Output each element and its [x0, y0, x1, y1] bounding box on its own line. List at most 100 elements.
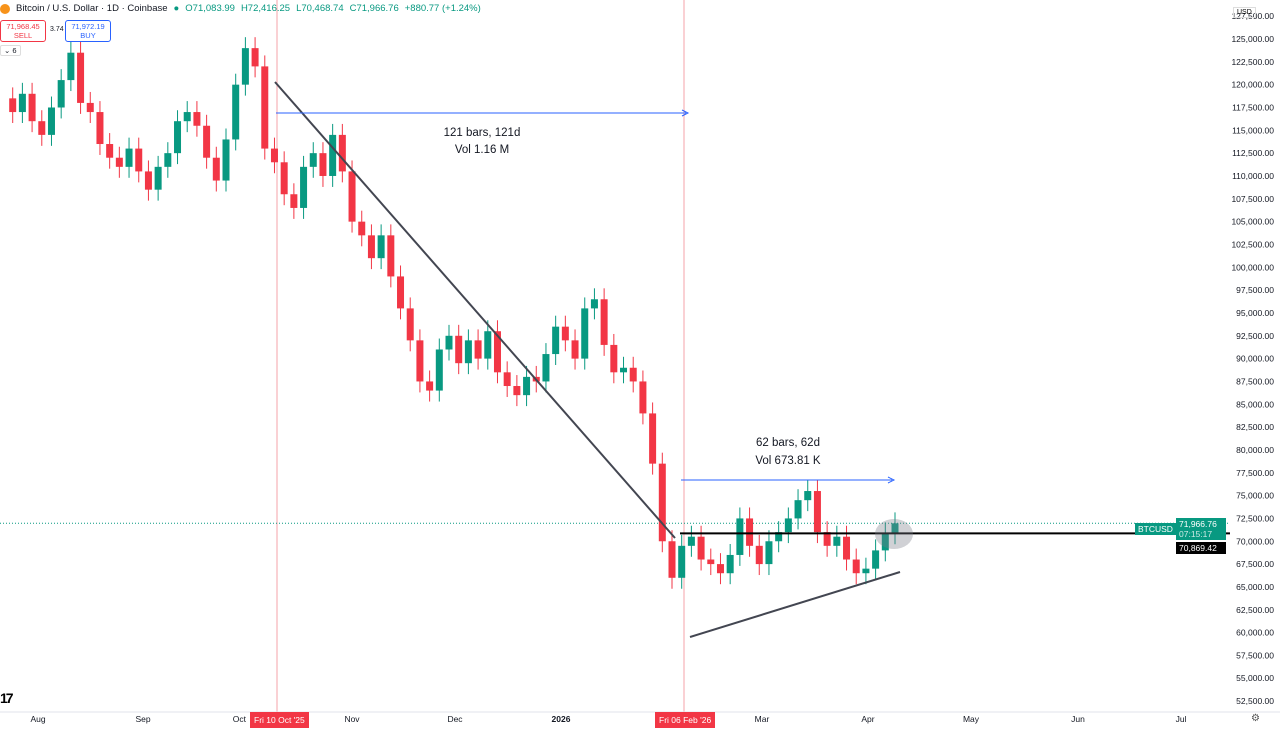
candle-body: [18, 93, 26, 113]
candle-body: [144, 171, 152, 190]
candle-body: [629, 367, 637, 382]
candle-body: [96, 112, 104, 145]
symbol-price-tag: BTCUSD: [1135, 523, 1176, 535]
level-price-tag: 70,869.42: [1176, 542, 1226, 554]
candle-body: [833, 536, 841, 546]
price-tick-label: 52,500.00: [1236, 696, 1274, 706]
candle-body: [474, 340, 482, 359]
candle-body: [513, 386, 521, 396]
time-tick-label: Oct: [233, 714, 247, 724]
indicators-count: 6: [12, 46, 17, 55]
time-tick-label: Mar: [755, 714, 770, 724]
candle-body: [707, 559, 715, 565]
price-tick-label: 72,500.00: [1236, 513, 1274, 523]
currency-selector[interactable]: USD: [1233, 7, 1256, 18]
candle-body: [280, 162, 288, 195]
candle-body: [241, 48, 249, 85]
candle-body: [154, 166, 162, 190]
time-tick-label: Sep: [135, 714, 150, 724]
time-tick-label: Jul: [1176, 714, 1187, 724]
candle-body: [9, 98, 17, 113]
support-trend-line[interactable]: [689, 571, 901, 638]
candle-body: [620, 367, 628, 373]
price-tick-label: 102,500.00: [1231, 239, 1274, 249]
candle-body: [881, 533, 889, 551]
measure-2[interactable]: 62 bars, 62d Vol 673.81 K: [681, 437, 896, 484]
price-axis[interactable]: 127,500.00 125,000.00 122,500.00 120,000.00…: [1231, 11, 1274, 706]
candle-body: [590, 299, 598, 309]
candle-body: [862, 568, 870, 574]
candle-body: [813, 491, 821, 533]
candle-body: [852, 559, 860, 574]
measure-bars-label: 62 bars, 62d: [756, 437, 820, 449]
candle-body: [367, 235, 375, 259]
candle-body: [658, 463, 666, 542]
candle-body: [552, 326, 560, 355]
sell-button[interactable]: 71,968.45 SELL: [0, 20, 46, 42]
time-tick-label: Jun: [1071, 714, 1085, 724]
candle-body: [338, 134, 346, 172]
candle-body: [426, 381, 434, 391]
sell-price: 71,968.45: [6, 22, 40, 31]
bitcoin-logo-icon: [0, 3, 10, 14]
price-tick-label: 85,000.00: [1236, 399, 1274, 409]
open-value: O71,083.99: [185, 3, 235, 14]
candle-body: [794, 500, 802, 519]
candle-body: [445, 335, 453, 350]
price-tick-label: 97,500.00: [1236, 285, 1274, 295]
price-tick-label: 105,000.00: [1231, 217, 1274, 227]
time-tick-label: Aug: [30, 714, 45, 724]
sell-label: SELL: [13, 31, 33, 40]
price-tick-label: 95,000.00: [1236, 308, 1274, 318]
buy-label: BUY: [80, 31, 96, 40]
candle-body: [736, 518, 744, 555]
candle-body: [319, 153, 327, 176]
candle-body: [125, 148, 133, 167]
time-axis[interactable]: Aug Sep Oct Nov Dec 2026 Mar Apr May Jun Jul: [30, 714, 1186, 724]
time-tick-label: Dec: [447, 714, 463, 724]
candle-body: [600, 299, 608, 345]
candle-body: [329, 134, 337, 176]
candle-body: [115, 157, 123, 167]
candle-body: [406, 308, 414, 341]
measure-1[interactable]: 121 bars, 121d Vol 1.16 M: [276, 109, 690, 156]
price-tick-label: 77,500.00: [1236, 468, 1274, 478]
candle-body: [435, 349, 443, 391]
price-tick-label: 57,500.00: [1236, 650, 1274, 660]
tradingview-logo-icon: 17: [0, 690, 14, 706]
candle-body: [397, 276, 405, 309]
buy-button[interactable]: 71,972.19 BUY: [65, 20, 111, 42]
price-tick-label: 67,500.00: [1236, 559, 1274, 569]
start-date-tag: Fri 10 Oct '25: [250, 712, 309, 728]
symbol-title[interactable]: Bitcoin / U.S. Dollar · 1D · Coinbase: [16, 3, 168, 14]
candle-body: [47, 107, 55, 135]
candle-body: [377, 235, 385, 259]
chart-header: Bitcoin / U.S. Dollar · 1D · Coinbase ● …: [0, 3, 481, 14]
candle-body: [232, 84, 240, 140]
price-tick-label: 117,500.00: [1232, 102, 1274, 112]
last-price: 71,966.76: [1179, 519, 1217, 529]
candle-body: [561, 326, 569, 341]
candle-body: [348, 171, 356, 222]
candle-body: [106, 144, 114, 158]
price-tick-label: 120,000.00: [1231, 80, 1274, 90]
low-value: L70,468.74: [296, 3, 344, 14]
price-tick-label: 115,000.00: [1232, 125, 1274, 135]
price-tick-label: 112,500.00: [1232, 148, 1274, 158]
highlight-ellipse[interactable]: [875, 519, 913, 549]
indicators-toggle[interactable]: ⌄ 6: [0, 45, 21, 56]
high-value: H72,416.25: [240, 3, 291, 14]
candle-body: [746, 518, 754, 546]
candle-body: [571, 340, 579, 359]
candle-body: [57, 80, 65, 108]
price-tick-label: 70,000.00: [1236, 536, 1274, 546]
candle-body: [872, 550, 880, 569]
candle-body: [455, 335, 463, 364]
candle-body: [503, 372, 511, 387]
price-tick-label: 82,500.00: [1236, 422, 1274, 432]
downtrend-line[interactable]: [274, 81, 676, 539]
candle-body: [668, 541, 676, 578]
candle-body: [523, 376, 531, 396]
settings-gear-icon[interactable]: ⚙: [1251, 713, 1260, 724]
